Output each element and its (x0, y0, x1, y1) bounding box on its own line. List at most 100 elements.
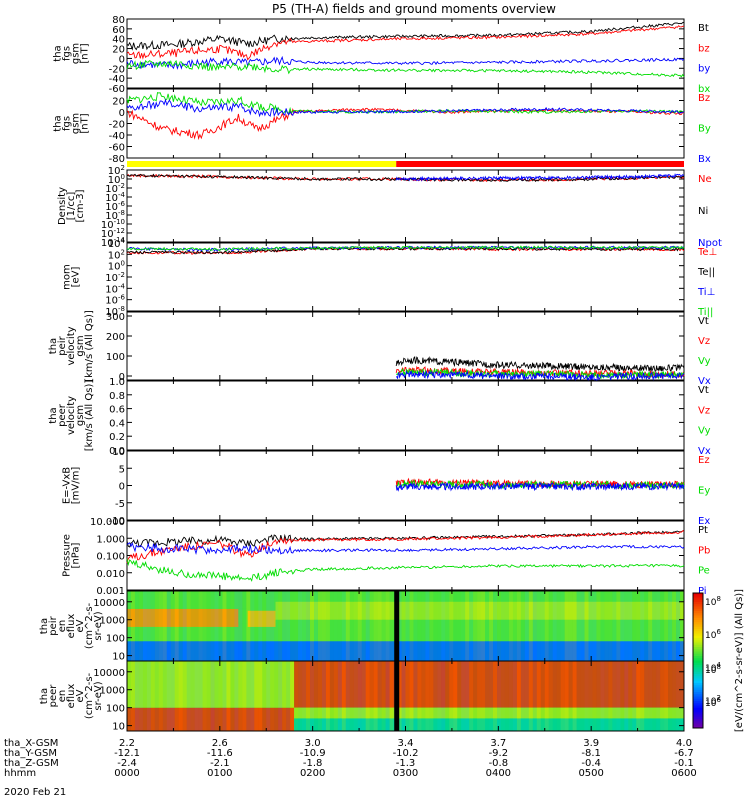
heatmap-stripe (528, 591, 533, 661)
y-axis-label: peer (48, 684, 59, 708)
legend-entry: Vt (698, 316, 709, 327)
ephemeris-value: 0100 (207, 768, 232, 779)
y-axis-label: [nT] (80, 43, 91, 63)
heatmap-stripe (664, 591, 669, 661)
legend-entry: Te|| (697, 267, 715, 278)
ephemeris-table: tha_X-GSMtha_Y-GSMtha_Z-GSMhhmm2.2-12.1-… (4, 738, 697, 779)
y-tick-label: -20 (109, 64, 125, 75)
heatmap-stripe (592, 661, 597, 731)
heatmap-stripe (361, 591, 366, 661)
heatmap-stripe (166, 591, 171, 661)
ephemeris-value: -8.1 (581, 748, 601, 759)
legend-entry: By (698, 124, 711, 135)
heatmap-stripe (572, 591, 577, 661)
y-tick-label: 10-10 (101, 218, 125, 231)
heatmap-stripe (552, 591, 557, 661)
heatmap-stripe (302, 591, 307, 661)
heatmap-stripe (127, 661, 131, 731)
heatmap-stripe (246, 661, 251, 731)
colorbar-step (693, 696, 703, 700)
legend-entry: Bt (698, 23, 709, 34)
colorbar-step (693, 653, 703, 657)
heatmap-stripe (445, 661, 450, 731)
heatmap-region (294, 707, 684, 719)
heatmap-stripe (142, 591, 147, 661)
heatmap-stripe (210, 661, 215, 731)
heatmap-stripe (134, 591, 139, 661)
y-axis-label: tha (48, 338, 59, 354)
y-axis-label: mom (62, 264, 73, 290)
colorbar-step (693, 662, 703, 666)
heatmap-stripe (178, 661, 183, 731)
y-tick-label: 100 (106, 704, 125, 715)
heatmap-stripe (170, 591, 175, 661)
y-axis-label: [km/s (All Qs)] (84, 310, 95, 382)
colorbar-step (693, 602, 703, 605)
heatmap-stripe (127, 591, 131, 661)
heatmap-stripe (270, 591, 275, 661)
y-tick-label: 10-6 (105, 294, 125, 307)
legend: Vt Vz Vy Vx (698, 316, 711, 387)
y-axis-label: tha (53, 45, 64, 61)
panel-peer_en_eflux: 10000 1000 100 10 thapeerenefluxeV(cm^2-s-sr… (39, 660, 685, 733)
y-tick-label: 104 (108, 237, 126, 250)
heatmap-stripe (429, 591, 434, 661)
heatmap-stripe (656, 661, 661, 731)
heatmap-stripe (182, 591, 187, 661)
heatmap-region (127, 661, 295, 708)
heatmap-stripe (556, 591, 561, 661)
heatmap-stripe (520, 661, 525, 731)
ephemeris-value: -9.2 (489, 748, 509, 759)
series-line-Bt (126, 22, 685, 51)
y-tick-label: 10.000 (90, 517, 125, 528)
y-axis-label: [1/cc] (66, 192, 77, 221)
panel-frame (126, 311, 685, 381)
ephemeris-value: 0200 (300, 768, 325, 779)
colorbar-step (693, 611, 703, 614)
ephemeris-value: -10.2 (393, 748, 419, 759)
colorbar-step (693, 649, 703, 652)
y-axis-label: [km/s (All Qs)] (84, 380, 95, 452)
heatmap-stripe (146, 661, 151, 731)
heatmap-stripe (218, 661, 223, 731)
y-tick-label: 0 (119, 108, 125, 119)
legend-entry: bz (698, 43, 710, 54)
legend-entry: Ni (698, 206, 708, 217)
ephemeris-value: 0000 (114, 768, 139, 779)
heatmap-stripe (636, 591, 641, 661)
heatmap-stripe (489, 661, 494, 731)
heatmap-stripe (290, 661, 295, 731)
y-tick-label: 0.8 (109, 391, 125, 402)
heatmap-stripe (389, 591, 394, 661)
y-axis-label: Density (57, 187, 68, 225)
heatmap-stripe (413, 591, 418, 661)
date-label: 2020 Feb 21 (4, 787, 66, 798)
legend: Ne Ni Npot (698, 174, 722, 249)
colorbar-step (693, 685, 703, 688)
y-axis-label: peir (57, 335, 68, 355)
heatmap-stripe (564, 591, 569, 661)
heatmap-stripe (397, 661, 402, 731)
colorbar-tick-label: 106 (705, 696, 721, 709)
colorbar-step (693, 705, 703, 709)
heatmap-stripe (278, 591, 283, 661)
ephemeris-value: 3.4 (398, 738, 414, 749)
heatmap-stripe (282, 661, 287, 731)
heatmap-stripe (425, 591, 430, 661)
heatmap-stripe (238, 661, 243, 731)
heatmap-stripe (409, 591, 414, 661)
y-tick-label: 10-6 (105, 200, 125, 213)
y-axis-label: Pressure (62, 534, 73, 577)
y-tick-label: 102 (108, 164, 125, 177)
heatmap-stripe (150, 591, 155, 661)
heatmap-stripe (672, 591, 677, 661)
heatmap-stripe (138, 591, 143, 661)
heatmap-stripe (166, 661, 171, 731)
legend-entry: Ti|| (697, 307, 713, 318)
heatmap-stripe (437, 591, 442, 661)
heatmap-stripe (226, 661, 231, 731)
heatmap-stripe (186, 661, 191, 731)
ephemeris-value: 2.2 (119, 738, 135, 749)
colorbar-step (693, 707, 703, 711)
